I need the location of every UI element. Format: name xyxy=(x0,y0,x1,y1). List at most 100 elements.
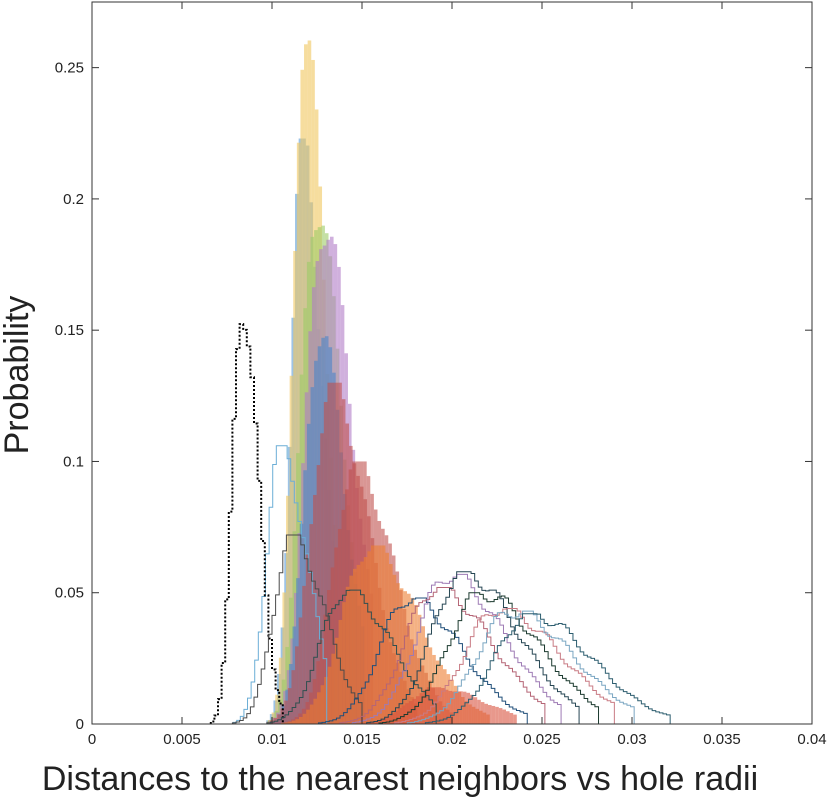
histogram-bar xyxy=(331,382,335,724)
histogram-series-outline-14 xyxy=(339,586,546,724)
histogram-bar xyxy=(362,722,366,724)
histogram-bar xyxy=(502,709,506,724)
histogram-bar xyxy=(452,691,456,724)
histogram-bar xyxy=(416,696,420,724)
histogram-bar xyxy=(338,619,343,724)
histogram-bar xyxy=(466,692,470,724)
histogram-bar xyxy=(302,713,307,724)
histogram-series-outline-11 xyxy=(231,534,363,724)
histogram-bar xyxy=(335,637,339,724)
x-tick-label: 0.02 xyxy=(437,731,466,748)
histogram-bar xyxy=(498,708,503,724)
histogram-bar xyxy=(426,687,431,724)
histogram-series-dotted-outline xyxy=(209,323,284,724)
histogram-bar xyxy=(441,688,445,724)
histogram-bar xyxy=(385,552,389,724)
histogram-bar xyxy=(277,714,281,724)
histogram-bar xyxy=(480,702,485,724)
histogram-bar xyxy=(327,666,332,724)
histogram-bar xyxy=(389,564,393,724)
histogram-bar xyxy=(374,545,379,724)
histogram-bar xyxy=(313,494,317,724)
histogram-bar xyxy=(448,690,452,724)
plot-background xyxy=(92,2,812,724)
x-tick-label: 0.01 xyxy=(257,731,286,748)
histogram-bar xyxy=(323,614,328,724)
histogram-series-outline-9 xyxy=(232,445,328,724)
histogram-bar xyxy=(320,433,324,724)
histogram-bar xyxy=(430,687,434,724)
histogram-bar xyxy=(484,703,488,724)
histogram-bar xyxy=(470,694,474,724)
histogram-bar xyxy=(345,586,350,724)
x-tick-label: 0.04 xyxy=(797,731,826,748)
histogram-bar xyxy=(330,567,335,724)
histogram-bar xyxy=(324,676,328,724)
x-tick-label: 0.035 xyxy=(703,731,741,748)
histogram-bar xyxy=(298,617,303,724)
tick-labels: 0 0.005 0.01 0.015 0.02 0.025 0.03 0.035 0.04 0 0.… xyxy=(55,60,827,748)
histogram-bar xyxy=(396,583,400,724)
histogram-bar xyxy=(398,708,402,724)
histogram-bar xyxy=(412,698,416,724)
histogram-bar xyxy=(414,604,418,724)
histogram-bar xyxy=(287,688,292,724)
y-tick-label: 0.25 xyxy=(55,60,84,77)
histogram-bar xyxy=(360,561,364,724)
histogram-bar xyxy=(331,653,335,724)
histogram-bar xyxy=(305,554,310,724)
histogram-bar xyxy=(369,721,373,724)
histogram-bar xyxy=(295,646,299,724)
x-tick-label: 0.005 xyxy=(163,731,201,748)
histogram-bar xyxy=(376,720,380,724)
histogram-bar xyxy=(317,692,321,724)
histogram-bar xyxy=(371,545,375,724)
histogram-bar xyxy=(293,250,297,724)
y-tick-label: 0 xyxy=(76,716,84,733)
histogram-bar xyxy=(295,719,299,724)
x-tick-label: 0.015 xyxy=(343,731,381,748)
histogram-bar xyxy=(378,545,382,724)
histogram-bar xyxy=(299,716,303,724)
histogram-bar xyxy=(421,626,425,724)
histogram-bar xyxy=(419,693,424,724)
histogram-bar xyxy=(509,713,514,724)
histogram-bar xyxy=(399,588,404,724)
histogram-bar xyxy=(477,699,481,724)
histogram-bar xyxy=(401,705,406,724)
histogram-bar xyxy=(309,524,314,724)
histogram-bar xyxy=(306,709,310,724)
histogram-bar xyxy=(405,703,409,724)
histogram-bar xyxy=(289,375,294,724)
histogram-bar xyxy=(491,705,496,724)
histogram-bar xyxy=(365,722,370,724)
histogram-bar xyxy=(423,689,427,724)
histogram-bar xyxy=(323,401,328,724)
histogram-bar xyxy=(282,592,287,724)
histogram-bar xyxy=(291,720,296,724)
histogram-bar xyxy=(428,647,433,724)
histogram-bar xyxy=(342,602,346,724)
histogram-series-outline-12 xyxy=(266,589,437,724)
histogram-bar xyxy=(284,722,289,724)
y-axis-label: Probability xyxy=(0,296,36,455)
histogram-bar xyxy=(488,705,492,724)
histogram-series-layer xyxy=(209,40,671,725)
histogram-bar xyxy=(495,706,499,724)
histogram-bar xyxy=(281,722,285,724)
histogram-series-outline-19 xyxy=(406,610,635,724)
x-axis-label: Distances to the nearest neighbors vs ho… xyxy=(42,760,758,798)
histogram-bar xyxy=(387,715,391,724)
x-tick-label: 0.03 xyxy=(617,731,646,748)
histogram-bar xyxy=(320,685,325,724)
y-tick-label: 0.1 xyxy=(63,453,84,470)
histogram-series-outline-16 xyxy=(366,571,580,724)
y-tick-label: 0.2 xyxy=(63,191,84,208)
histogram-bar xyxy=(363,557,368,724)
histogram-bar xyxy=(455,691,460,724)
x-tick-label: 0.025 xyxy=(523,731,561,748)
histogram-bar xyxy=(410,597,415,724)
histogram-bar xyxy=(390,713,395,724)
histogram-bar xyxy=(473,697,478,724)
